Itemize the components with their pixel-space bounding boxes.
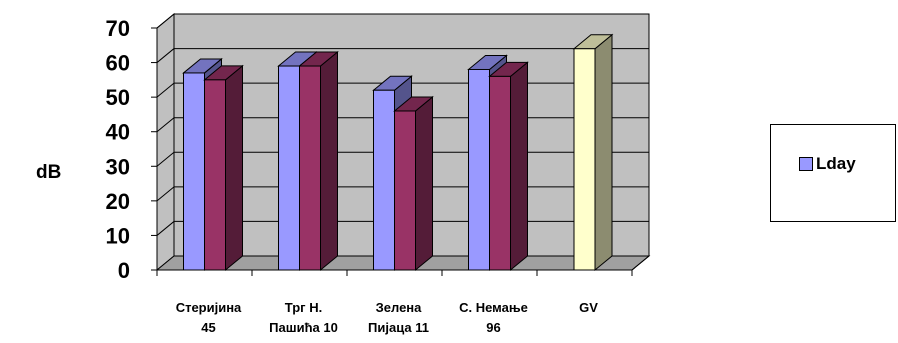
category-label: С. Немање xyxy=(459,300,528,315)
legend-label: Lday xyxy=(816,154,856,173)
y-tick-label: 20 xyxy=(106,189,130,214)
y-tick-labels: 0 10 20 30 40 50 60 70 xyxy=(106,16,130,283)
category-labels: Стеријина 45 Трг Н. Пашића 10 Зелена Пијаца 1… xyxy=(176,300,599,335)
bar-side xyxy=(415,95,433,272)
y-tick-label: 40 xyxy=(106,120,130,145)
bar-front xyxy=(204,79,226,271)
bar-side xyxy=(594,33,613,272)
y-tick-label: 30 xyxy=(106,154,130,179)
y-tick-label: 10 xyxy=(106,223,130,248)
bar xyxy=(298,50,339,272)
category-label: Зелена xyxy=(376,300,423,315)
category-label: GV xyxy=(579,300,598,315)
legend: Lday xyxy=(770,124,896,222)
bar-front xyxy=(394,110,416,271)
y-axis-label: dB xyxy=(36,162,61,183)
gridline-side xyxy=(156,48,175,63)
category-label: Пашића 10 xyxy=(269,320,338,335)
gridline-side xyxy=(156,13,175,29)
side-wall xyxy=(156,12,175,272)
category-label: 96 xyxy=(486,320,500,335)
legend-item-lday: Lday xyxy=(799,154,856,174)
gridline-side xyxy=(156,151,175,167)
bar xyxy=(488,61,529,272)
category-label: Пијаца 11 xyxy=(368,320,429,335)
bar-front xyxy=(373,89,395,271)
legend-swatch xyxy=(799,157,813,171)
gridline-side xyxy=(156,117,175,133)
y-tick-label: 50 xyxy=(106,85,130,110)
category-label: Стеријина xyxy=(176,300,242,315)
category-label: 45 xyxy=(201,320,215,335)
bar-side xyxy=(320,50,338,272)
y-tick-label: 0 xyxy=(118,258,130,283)
bar xyxy=(572,33,614,272)
bar-front xyxy=(489,75,511,271)
bar-front xyxy=(468,68,490,271)
gridline-side xyxy=(156,221,175,236)
bar-front xyxy=(573,48,596,271)
bar-side xyxy=(510,61,528,272)
y-tick-label: 60 xyxy=(106,51,130,76)
bar xyxy=(203,64,244,272)
y-tick-label: 70 xyxy=(106,16,130,41)
gridline-side xyxy=(156,186,175,202)
bars xyxy=(182,33,614,272)
floor-edge xyxy=(631,255,650,271)
bar-front xyxy=(299,65,321,271)
gridline-side xyxy=(156,82,175,98)
bar-side xyxy=(225,64,243,272)
bar-front xyxy=(183,72,205,271)
category-label: Трг Н. xyxy=(285,300,322,315)
bar xyxy=(393,95,434,272)
bar-front xyxy=(278,65,300,271)
